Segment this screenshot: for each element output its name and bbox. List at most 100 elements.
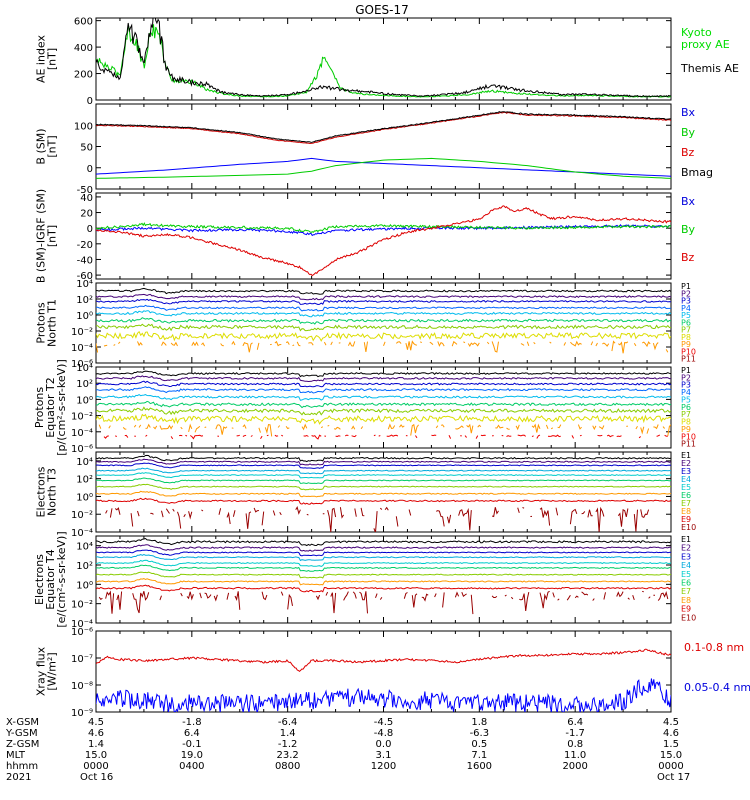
series-Bx [96, 223, 671, 237]
series-E10 [98, 590, 669, 615]
series-P5 [96, 310, 671, 318]
x-axis-row-label: MLT [6, 750, 26, 761]
series-P2 [96, 293, 671, 301]
series-group [96, 454, 671, 532]
y-axis-label: Electrons [33, 554, 46, 605]
series-group [96, 287, 671, 353]
series-By [96, 157, 671, 179]
x-axis-value: 4.6 [88, 728, 104, 739]
legend-entry: Bz [681, 251, 695, 264]
x-axis-value: 0400 [179, 761, 204, 772]
series-E2 [96, 544, 671, 552]
x-axis-value: 1200 [371, 761, 396, 772]
y-tick-label: 200 [74, 70, 93, 81]
y-tick-label: 10⁻⁴ [71, 528, 93, 539]
x-axis-value: 15.0 [660, 750, 682, 761]
y-tick-label: 100 [74, 121, 93, 132]
y-tick-label: -60 [77, 271, 93, 282]
legend-entry: E4 [681, 475, 691, 484]
x-axis-value: 11.0 [564, 750, 586, 761]
x-axis-value: 23.2 [277, 750, 299, 761]
series-group [96, 537, 671, 615]
legend-entry: 0.05-0.4 nm [684, 681, 750, 694]
legend-entry: E10 [681, 523, 696, 532]
series-P2 [96, 375, 671, 383]
y-axis-label: [e/(cm²-s-sr-keV)] [55, 531, 68, 627]
legend-entry: By [681, 223, 696, 236]
panel-bigrf: -60 -40 -20 0 20 40 B (SM)-IGRF (SM)[nT] Bx By Bz [35, 189, 696, 283]
series-Bx [96, 157, 671, 177]
legend-entry: P3 [681, 381, 691, 390]
y-tick-label: 20 [80, 209, 93, 220]
series-P5 [96, 394, 671, 401]
x-axis-value: -6.4 [278, 717, 298, 728]
series-P10 [103, 434, 668, 440]
series-Themis AE [96, 18, 671, 98]
series-P1 [96, 287, 671, 295]
y-tick-label: -50 [77, 185, 93, 196]
series-E8 [96, 578, 671, 586]
legend-entry: E5 [681, 570, 691, 579]
x-axis-value: 1.5 [663, 739, 679, 750]
series-E9 [96, 497, 671, 505]
y-tick-label: 40 [80, 193, 93, 204]
y-tick-label: 0 [87, 96, 93, 107]
series-P6 [96, 400, 671, 409]
y-tick-label: 10⁻⁹ [71, 708, 93, 719]
legend: Bx By Bz Bmag [681, 106, 713, 179]
y-tick-label: -40 [77, 255, 93, 266]
x-axis-value: 0000 [658, 761, 683, 772]
legend-entry: E8 [681, 596, 691, 605]
series-P3 [96, 380, 671, 388]
y-tick-label: 600 [74, 17, 93, 28]
y-tick-label: -20 [77, 240, 93, 251]
y-tick-label: 10⁰ [76, 580, 93, 591]
legend-entry: E2 [681, 544, 691, 553]
y-tick-label: 10⁻² [71, 600, 93, 611]
y-axis-label: B (SM) [35, 128, 48, 164]
chart-title: GOES-17 [355, 3, 409, 17]
legend: Bx By Bz [681, 195, 696, 264]
legend: 0.1-0.8 nm 0.05-0.4 nm [684, 641, 750, 694]
series-group [96, 18, 671, 98]
x-axis-value: -1.8 [182, 717, 202, 728]
series-P3 [96, 298, 671, 306]
panel-frame [95, 535, 672, 624]
series-E4 [96, 553, 671, 562]
x-axis-value: -4.8 [374, 728, 394, 739]
legend-entry: Bz [681, 146, 695, 159]
legend-entry: P1 [681, 366, 691, 375]
legend-entry: P10 [681, 347, 696, 356]
series-Kyoto proxy AE [96, 24, 671, 98]
legend-entry: E7 [681, 587, 691, 596]
x-axis-value: 1600 [467, 761, 492, 772]
legend-entry: P4 [681, 388, 691, 397]
x-axis-value: 15.0 [85, 750, 107, 761]
y-tick-label: 10⁻⁶ [71, 359, 93, 370]
series-E2 [96, 458, 671, 466]
legend-entry: Themis AE [680, 62, 739, 75]
series-P4 [96, 386, 671, 394]
x-axis-value: 6.4 [567, 717, 583, 728]
legend-entry: E2 [681, 459, 691, 468]
y-axis-label: [nT] [46, 225, 59, 247]
legend-entry: Kyoto [681, 26, 712, 39]
x-axis-row-label: Y-GSM [5, 728, 38, 739]
y-tick-label: 10⁴ [76, 542, 93, 553]
legend-entry: P9 [681, 425, 691, 434]
series-P7 [96, 406, 671, 416]
y-axis-label: AE index [35, 34, 48, 83]
series-E3 [96, 549, 671, 557]
legend-entry: P2 [681, 373, 691, 382]
legend-entry: E9 [681, 515, 691, 524]
y-tick-label: 10² [76, 295, 93, 306]
legend-entry: P1 [681, 282, 691, 291]
y-axis-label: North T1 [46, 299, 59, 347]
y-tick-label: 50 [80, 143, 93, 154]
